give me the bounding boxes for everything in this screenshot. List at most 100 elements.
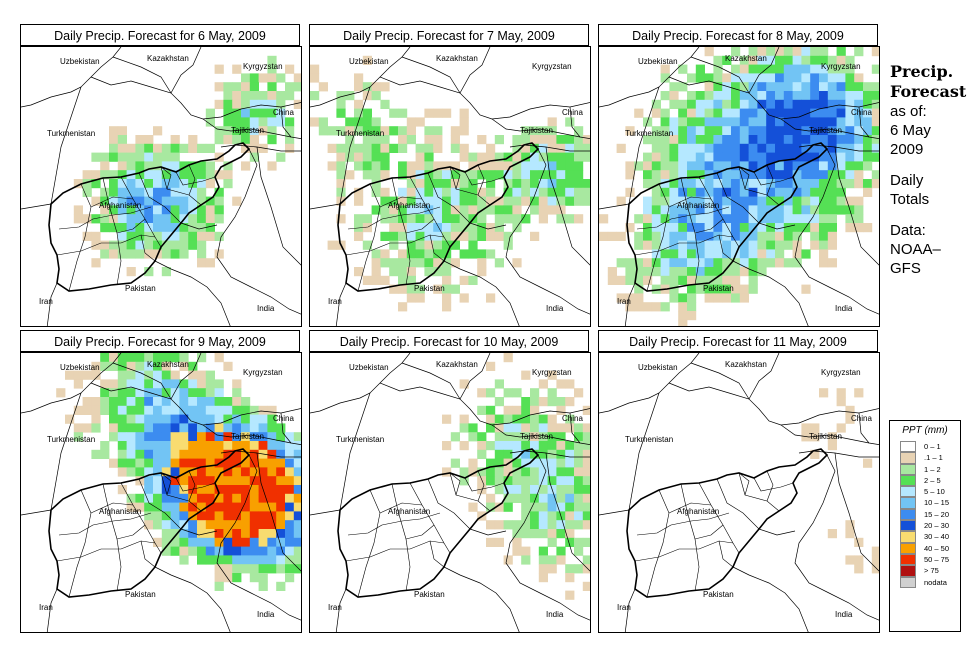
precip-cell: [836, 205, 846, 215]
precip-cell: [538, 414, 548, 424]
precip-cell: [574, 546, 584, 556]
precip-cell: [223, 405, 233, 415]
precip-cell: [574, 187, 584, 197]
precip-cell: [494, 476, 504, 486]
precip-cell: [109, 423, 119, 433]
precip-cell: [109, 143, 119, 153]
precip-cell: [845, 214, 855, 224]
precip-cell: [144, 143, 154, 153]
precip-cell: [126, 353, 136, 363]
precip-cell: [241, 161, 251, 171]
precip-cell: [547, 205, 557, 215]
precip-cell: [625, 275, 635, 285]
precip-cell: [827, 231, 837, 241]
precip-cell: [197, 223, 207, 233]
province-border: [405, 524, 435, 540]
precip-cell: [214, 388, 224, 398]
precip-cell: [258, 502, 268, 512]
precip-cell: [100, 187, 110, 197]
precip-cell: [530, 529, 540, 539]
precip-cell: [486, 143, 496, 153]
precip-cell: [135, 493, 145, 503]
precip-cell: [775, 249, 785, 259]
precip-cell: [241, 117, 251, 127]
precip-cell: [801, 179, 811, 189]
precip-cell: [433, 143, 443, 153]
precip-cell: [153, 520, 163, 530]
precip-cell: [634, 293, 644, 303]
precip-cell: [651, 135, 661, 145]
precip-cell: [651, 223, 661, 233]
precip-cell: [757, 240, 767, 250]
legend-label: 50 – 75: [924, 554, 950, 564]
country-label-kazakhstan: Kazakhstan: [725, 360, 767, 369]
precip-cell: [669, 214, 679, 224]
precip-cell: [459, 249, 469, 259]
precip-cell: [503, 179, 513, 189]
precip-cell: [819, 117, 829, 127]
precip-cell: [459, 170, 469, 180]
precip-cell: [232, 397, 242, 407]
precip-cell: [538, 476, 548, 486]
precip-cell: [634, 284, 644, 294]
precip-cell: [188, 379, 198, 389]
province-border: [58, 512, 152, 536]
precip-cell: [336, 143, 346, 153]
precip-cell: [197, 205, 207, 215]
precip-cell: [197, 249, 207, 259]
province-border: [188, 164, 196, 196]
precip-cell: [450, 223, 460, 233]
precip-cell: [468, 196, 478, 206]
precip-cell: [530, 187, 540, 197]
precip-cell: [494, 135, 504, 145]
precip-cell: [126, 231, 136, 241]
precip-cell: [179, 170, 189, 180]
precip-cell: [503, 187, 513, 197]
precip-cell: [82, 187, 92, 197]
precip-cell: [406, 258, 416, 268]
country-label-kyrgyzstan: Kyrgyzstan: [532, 368, 572, 377]
precip-cell: [486, 537, 496, 547]
legend-label: 40 – 50: [924, 543, 950, 553]
precip-cell: [783, 143, 793, 153]
precip-cell: [433, 135, 443, 145]
precip-cell: [687, 179, 697, 189]
province-border: [409, 482, 451, 554]
precip-cell: [267, 108, 277, 118]
precip-cell: [205, 458, 215, 468]
precip-cell: [687, 275, 697, 285]
precip-cell: [117, 405, 127, 415]
precip-cell: [845, 126, 855, 136]
precip-cell: [267, 564, 277, 574]
precip-cell: [766, 161, 776, 171]
province-border: [347, 512, 441, 536]
precip-cell: [380, 82, 390, 92]
precip-cell: [704, 47, 714, 57]
precip-cell: [713, 223, 723, 233]
precip-cell: [144, 361, 154, 371]
precip-cell: [695, 187, 705, 197]
precip-cell: [582, 458, 590, 468]
precip-cell: [845, 108, 855, 118]
precip-cell: [748, 152, 758, 162]
precip-cell: [695, 143, 705, 153]
precip-cell: [258, 555, 268, 565]
precip-cell: [91, 152, 101, 162]
precip-cell: [398, 170, 408, 180]
precip-cell: [521, 152, 531, 162]
legend-label: 30 – 40: [924, 532, 950, 542]
precip-cell: [170, 379, 180, 389]
precip-cell: [135, 223, 145, 233]
precip-cell: [285, 564, 295, 574]
precip-cell: [241, 405, 251, 415]
precip-cell: [512, 161, 522, 171]
precip-cell: [477, 249, 487, 259]
precip-cell: [565, 196, 575, 206]
forecast-panel-5: Daily Precip. Forecast for 10 May, 2009 …: [309, 330, 591, 633]
precip-cell: [625, 170, 635, 180]
precip-cell: [205, 432, 215, 442]
precip-cell: [91, 397, 101, 407]
precip-cell: [223, 564, 233, 574]
precip-cell: [249, 414, 259, 424]
precip-cell: [722, 258, 732, 268]
